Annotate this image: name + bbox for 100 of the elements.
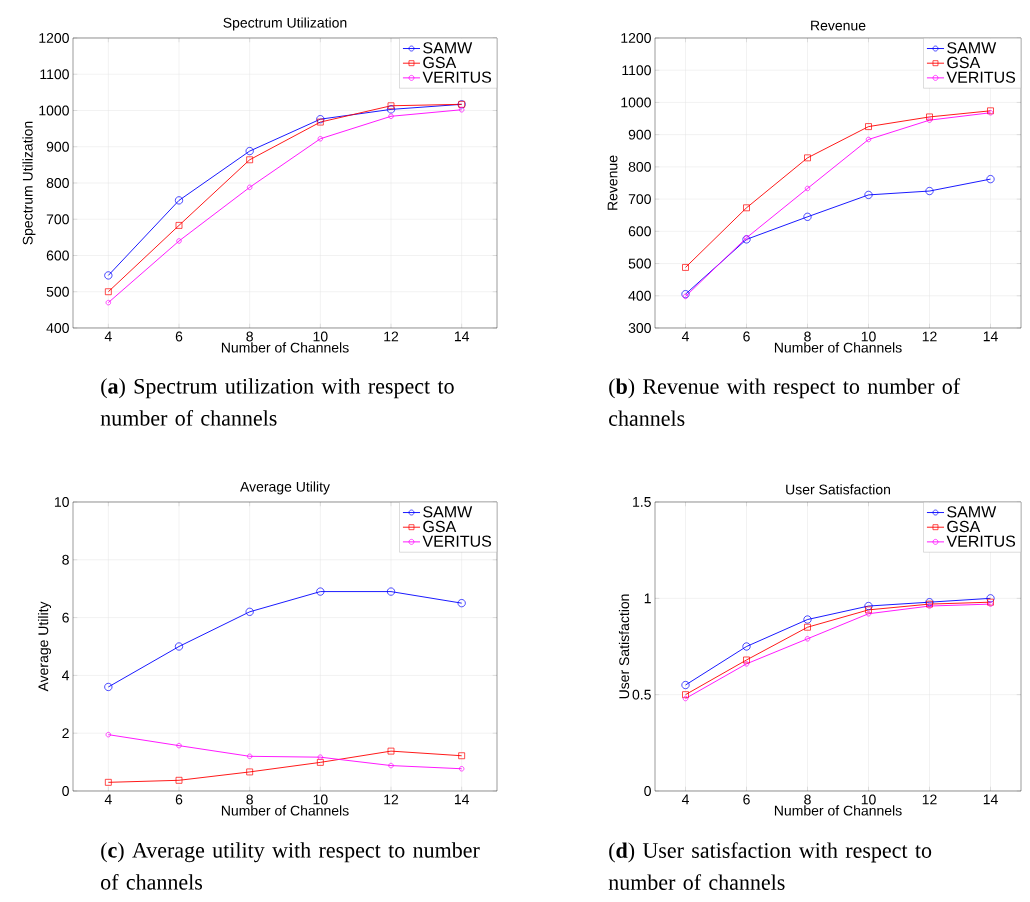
point (387, 747, 395, 755)
point (743, 656, 750, 664)
point (176, 238, 182, 244)
x-tick-label: 14 (983, 794, 998, 805)
y-tick-label: 900 (46, 141, 69, 152)
point (681, 680, 690, 690)
x-tick-label: 4 (681, 331, 689, 342)
point (174, 642, 184, 651)
point (176, 742, 182, 749)
x-tick-label: 8 (804, 794, 811, 805)
point (986, 594, 995, 603)
legend-label: VERITUS (946, 535, 1016, 547)
point (316, 759, 324, 766)
point (986, 175, 995, 184)
x-tick-label: 4 (104, 331, 112, 342)
point (864, 601, 873, 611)
x-axis-title: Number of Channels (221, 805, 349, 816)
x-tick-label: 14 (454, 331, 470, 342)
point (865, 606, 872, 614)
legend-label: VERITUS (422, 71, 492, 83)
legend-label: GSA (947, 56, 981, 69)
x-tick-label: 6 (175, 794, 183, 805)
x-axis-title: Number of Channels (221, 342, 349, 353)
point (743, 661, 750, 667)
x-tick-label: 6 (743, 331, 750, 342)
text: (b) Revenue with respect to number of channels (609, 378, 961, 426)
point (387, 102, 395, 110)
legend-label: VERITUS (422, 535, 492, 547)
point (175, 776, 183, 784)
chart-title: Revenue (811, 20, 866, 31)
chart-title: Average Utility (240, 481, 330, 495)
point (175, 222, 183, 229)
x-tick-label: 10 (861, 794, 876, 805)
point (104, 778, 112, 786)
point (247, 753, 253, 759)
y-tick-label: 1 (644, 593, 651, 604)
y-tick-label: 6 (62, 612, 69, 623)
x-tick-label: 4 (681, 794, 689, 805)
point (317, 136, 323, 142)
y-tick-label: 1200 (39, 33, 69, 43)
legend-label: SAMW (947, 506, 997, 518)
y-tick-label: 0 (62, 786, 69, 796)
legend-label: SAMW (423, 42, 473, 54)
point (245, 607, 254, 616)
point (457, 599, 466, 608)
point (804, 185, 811, 192)
y-tick-label: 500 (46, 286, 69, 297)
y-tick-label: 700 (46, 214, 69, 225)
x-tick-label: 14 (983, 331, 998, 342)
legend-label: VERITUS (946, 71, 1016, 83)
point (925, 186, 934, 196)
legend-label: GSA (423, 56, 457, 69)
y-tick-label: 700 (628, 194, 651, 205)
y-tick-label: 400 (628, 290, 651, 301)
x-tick-label: 6 (743, 794, 750, 805)
x-axis-title: Number of Channels (774, 805, 902, 816)
point (743, 204, 750, 212)
point (317, 754, 323, 760)
point (804, 623, 811, 631)
point (104, 682, 113, 692)
y-tick-label: 2 (62, 728, 69, 739)
point (926, 113, 933, 121)
x-tick-label: 12 (922, 794, 937, 805)
legend-label: SAMW (947, 42, 997, 54)
point (388, 113, 394, 119)
point (388, 762, 394, 769)
x-tick-label: 14 (454, 794, 470, 805)
y-axis-title: Spectrum Utilization (22, 121, 36, 245)
y-tick-label: 0 (644, 786, 651, 796)
point (386, 105, 396, 114)
x-tick-label: 6 (175, 331, 183, 342)
x-tick-label: 10 (313, 331, 328, 342)
y-axis-title: User Satisfaction (618, 594, 630, 699)
point (386, 587, 396, 596)
point (458, 752, 466, 760)
chart-title: Spectrum Utilization (223, 17, 347, 31)
y-tick-label: 4 (62, 670, 70, 681)
legend-label: GSA (947, 520, 981, 533)
y-tick-label: 1100 (40, 69, 69, 80)
chart-title: User Satisfaction (786, 484, 890, 495)
y-tick-label: 800 (628, 161, 651, 172)
text: (d) User satisfaction with respect to number of channels (608, 842, 932, 890)
y-tick-label: 0.5 (632, 689, 651, 700)
point (865, 123, 872, 130)
x-tick-label: 8 (246, 794, 253, 805)
point (246, 768, 254, 776)
point (104, 288, 112, 296)
x-tick-label: 10 (313, 794, 328, 805)
y-tick-label: 1.5 (633, 497, 651, 507)
y-axis-title: Revenue (607, 155, 618, 210)
point (316, 587, 325, 596)
point (804, 154, 811, 162)
point (864, 190, 873, 199)
text: (a) Spectrum utilization with respect to number of channels (100, 378, 454, 426)
point (174, 196, 184, 205)
y-tick-label: 1100 (622, 65, 651, 76)
y-axis-title: Average Utility (37, 601, 52, 692)
point (803, 615, 812, 624)
y-tick-label: 600 (46, 250, 69, 261)
point (245, 147, 254, 156)
